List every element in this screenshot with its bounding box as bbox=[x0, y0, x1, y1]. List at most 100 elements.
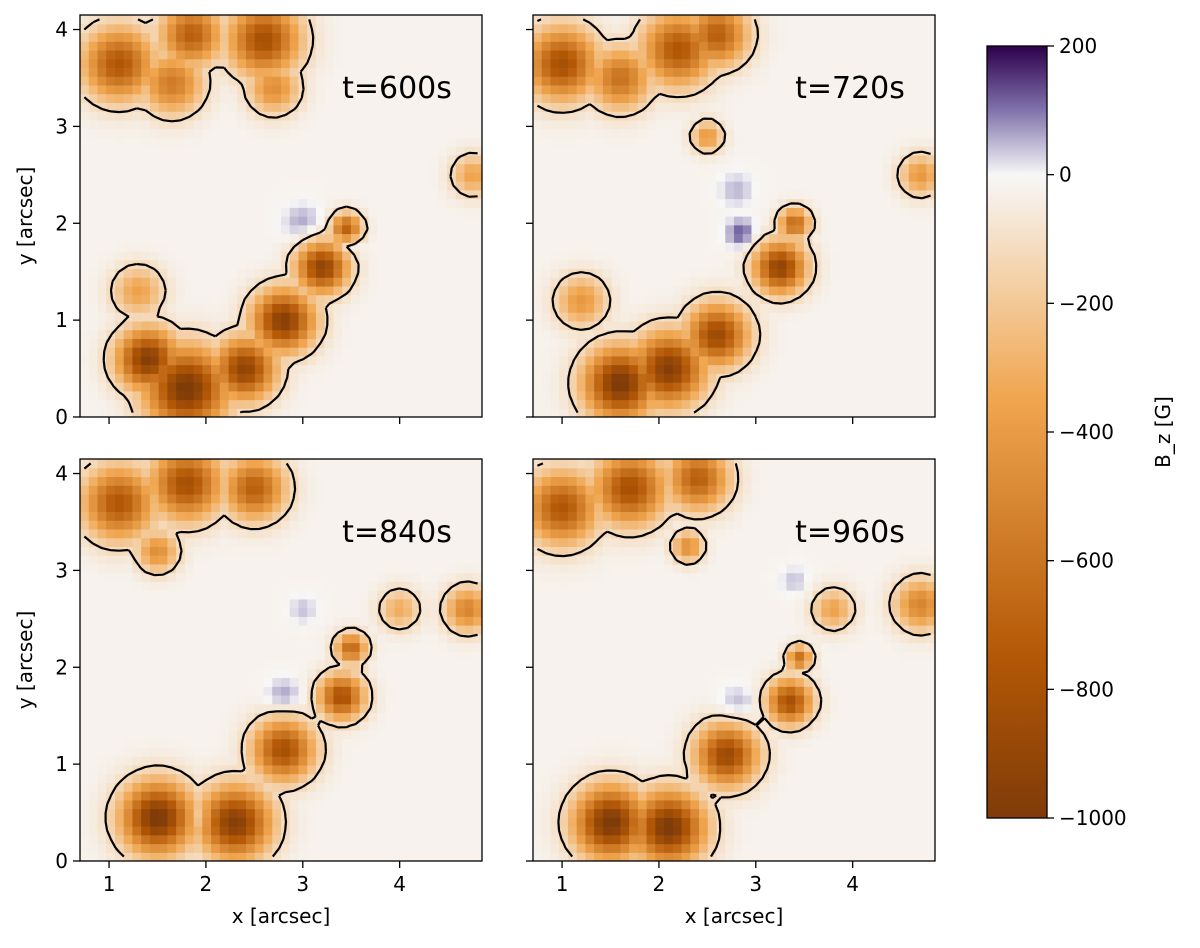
heatmap-cell bbox=[464, 826, 474, 836]
heatmap-cell bbox=[473, 41, 482, 51]
heatmap-cell bbox=[359, 102, 369, 112]
heatmap-cell bbox=[830, 67, 840, 77]
heatmap-cell bbox=[464, 119, 474, 130]
heatmap-cell bbox=[602, 294, 613, 304]
heatmap-cell bbox=[289, 41, 300, 51]
heatmap-cell bbox=[838, 84, 849, 95]
heatmap-cell bbox=[342, 224, 352, 235]
heatmap-cell bbox=[254, 338, 265, 348]
heatmap-cell bbox=[655, 23, 665, 34]
heatmap-cell bbox=[97, 852, 107, 861]
heatmap-cell bbox=[900, 189, 910, 200]
heatmap-cell bbox=[795, 303, 805, 313]
heatmap-cell bbox=[464, 259, 474, 270]
heatmap-cell bbox=[891, 23, 901, 34]
heatmap-cell bbox=[80, 189, 90, 200]
heatmap-cell bbox=[926, 76, 935, 86]
heatmap-cell bbox=[114, 817, 125, 827]
heatmap-cell bbox=[856, 67, 866, 77]
heatmap-cell bbox=[324, 303, 335, 313]
heatmap-cell bbox=[751, 259, 761, 270]
heatmap-cell bbox=[438, 154, 448, 165]
heatmap-cell bbox=[602, 41, 613, 51]
heatmap-cell bbox=[420, 729, 431, 740]
heatmap-cell bbox=[350, 320, 361, 331]
heatmap-cell bbox=[429, 399, 439, 409]
heatmap-cell bbox=[272, 32, 282, 42]
heatmap-cell bbox=[541, 242, 552, 252]
heatmap-cell bbox=[856, 93, 866, 103]
heatmap-cell bbox=[403, 329, 413, 339]
heatmap-cell bbox=[464, 364, 474, 374]
heatmap-cell bbox=[576, 93, 587, 103]
heatmap-cell bbox=[917, 390, 927, 401]
heatmap-cell bbox=[768, 399, 779, 409]
heatmap-cell bbox=[359, 119, 369, 130]
heatmap-cell bbox=[786, 93, 796, 103]
heatmap-cell bbox=[394, 172, 404, 182]
heatmap-cell bbox=[350, 826, 361, 836]
heatmap-cell bbox=[567, 329, 578, 339]
heatmap-cell bbox=[97, 294, 107, 304]
heatmap-cell bbox=[821, 84, 831, 95]
heatmap-cell bbox=[629, 320, 639, 331]
heatmap-cell bbox=[576, 329, 587, 339]
heatmap-cell bbox=[315, 399, 326, 409]
heatmap-cell bbox=[856, 172, 866, 182]
heatmap-cell bbox=[350, 408, 361, 417]
heatmap-cell bbox=[315, 58, 326, 69]
heatmap-cell bbox=[664, 15, 674, 25]
heatmap-cell bbox=[541, 233, 552, 243]
y-tick-label: 4 bbox=[55, 18, 68, 42]
heatmap-cell bbox=[917, 268, 927, 278]
heatmap-cell bbox=[106, 172, 116, 182]
heatmap-cell bbox=[786, 224, 796, 235]
heatmap-cell bbox=[447, 154, 457, 165]
heatmap-cell bbox=[246, 721, 256, 731]
heatmap-cell bbox=[307, 329, 317, 339]
heatmap-cell bbox=[97, 817, 107, 827]
heatmap-cell bbox=[891, 128, 901, 138]
heatmap-cell bbox=[342, 738, 352, 748]
heatmap-cell bbox=[882, 347, 892, 357]
heatmap-cell bbox=[559, 216, 569, 226]
heatmap-cell bbox=[237, 347, 247, 357]
heatmap-cell bbox=[246, 808, 256, 818]
heatmap-cell bbox=[202, 277, 212, 287]
heatmap-cell bbox=[751, 189, 761, 200]
heatmap-cell bbox=[585, 163, 595, 173]
heatmap-cell bbox=[646, 224, 656, 235]
heatmap-cell bbox=[856, 285, 866, 296]
heatmap-cell bbox=[123, 93, 134, 103]
heatmap-cell bbox=[900, 303, 910, 313]
heatmap-cell bbox=[646, 58, 656, 69]
heatmap-cell bbox=[768, 294, 779, 304]
heatmap-cell bbox=[830, 198, 840, 208]
heatmap-cell bbox=[114, 843, 125, 853]
heatmap-cell bbox=[394, 268, 404, 278]
heatmap-cell bbox=[228, 111, 238, 121]
heatmap-cell bbox=[359, 137, 369, 147]
heatmap-cell bbox=[473, 67, 482, 77]
heatmap-cell bbox=[237, 67, 247, 77]
heatmap-cell bbox=[202, 738, 212, 748]
heatmap-cell bbox=[184, 146, 195, 156]
heatmap-cell bbox=[559, 259, 569, 270]
heatmap-cell bbox=[342, 154, 352, 165]
heatmap-cell bbox=[464, 320, 474, 331]
heatmap-cell bbox=[211, 224, 221, 235]
heatmap-cell bbox=[237, 49, 247, 60]
heatmap-cell bbox=[473, 146, 482, 156]
heatmap-cell bbox=[246, 154, 256, 165]
heatmap-cell bbox=[254, 49, 265, 60]
heatmap-cell bbox=[690, 15, 700, 25]
heatmap-cell bbox=[88, 329, 99, 339]
heatmap-cell bbox=[429, 355, 439, 366]
heatmap-cell bbox=[254, 329, 265, 339]
heatmap-cell bbox=[847, 338, 857, 348]
heatmap-cell bbox=[114, 390, 125, 401]
heatmap-cell bbox=[281, 782, 291, 792]
heatmap-cell bbox=[681, 216, 691, 226]
heatmap-cell bbox=[412, 782, 422, 792]
heatmap-cell bbox=[768, 111, 779, 121]
